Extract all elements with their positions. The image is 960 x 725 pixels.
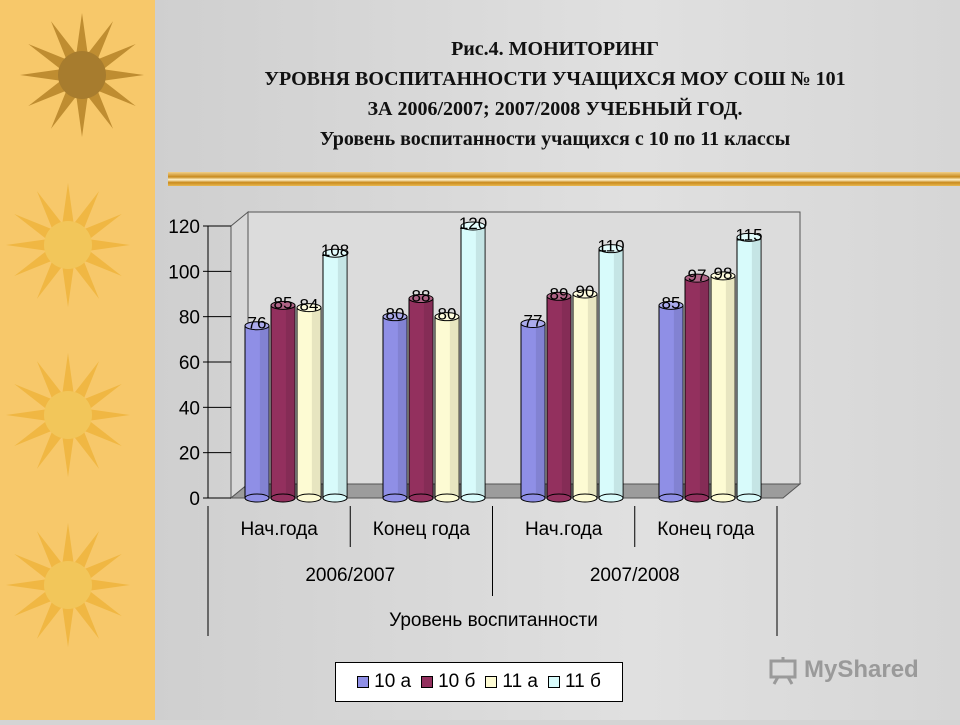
bar bbox=[572, 289, 598, 503]
y-tick-label: 100 bbox=[168, 262, 200, 283]
data-label: 120 bbox=[459, 214, 487, 233]
data-label: 84 bbox=[300, 296, 319, 315]
data-label: 115 bbox=[735, 225, 762, 244]
y-tick-label: 40 bbox=[179, 398, 200, 419]
bar bbox=[598, 244, 624, 503]
legend-swatch bbox=[357, 676, 370, 688]
y-tick-label: 80 bbox=[179, 308, 200, 329]
data-label: 85 bbox=[662, 293, 681, 312]
sun-icons bbox=[6, 13, 144, 647]
bar bbox=[382, 312, 408, 503]
bar bbox=[408, 294, 434, 503]
chart-legend: 10 а 10 б 11 а 11 б bbox=[335, 662, 623, 702]
bar bbox=[434, 312, 460, 503]
legend-item: 11 а bbox=[485, 671, 538, 693]
sun-icon bbox=[6, 183, 130, 307]
category-label: Конец года bbox=[373, 519, 471, 540]
y-tick-label: 120 bbox=[168, 217, 200, 238]
bar bbox=[520, 318, 546, 503]
gold-divider bbox=[168, 172, 960, 186]
sun-icon bbox=[6, 523, 130, 647]
title-line-2: УРОВНЯ ВОСПИТАННОСТИ УЧАЩИХСЯ МОУ СОШ № … bbox=[264, 68, 846, 90]
y-tick-label: 0 bbox=[189, 489, 200, 510]
bar bbox=[270, 300, 296, 503]
bar bbox=[658, 300, 684, 503]
legend-item: 10 б bbox=[421, 671, 475, 693]
legend-swatch bbox=[547, 676, 560, 688]
bar bbox=[736, 232, 762, 503]
bar bbox=[244, 321, 270, 503]
decorative-sun-strip bbox=[0, 0, 155, 720]
data-label: 77 bbox=[524, 311, 543, 330]
legend-swatch bbox=[421, 676, 434, 688]
data-label: 80 bbox=[386, 305, 405, 324]
data-label: 110 bbox=[597, 237, 624, 256]
legend-label: 11 а bbox=[502, 671, 538, 692]
slide-title: Рис.4. МОНИТОРИНГ УРОВНЯ ВОСПИТАННОСТИ У… bbox=[160, 34, 950, 154]
category-group-label: 2006/2007 bbox=[305, 565, 395, 586]
legend-label: 10 а bbox=[374, 671, 412, 692]
x-axis-label: Уровень воспитанности bbox=[389, 610, 598, 631]
bar bbox=[322, 248, 348, 503]
data-label: 76 bbox=[248, 314, 267, 333]
watermark-text: MyShared bbox=[804, 656, 919, 683]
category-label: Нач.года bbox=[240, 519, 318, 540]
legend-item: 10 а bbox=[357, 671, 411, 693]
legend-label: 10 б bbox=[438, 671, 476, 692]
data-label: 85 bbox=[274, 293, 293, 312]
data-label: 108 bbox=[321, 241, 349, 260]
category-label: Нач.года bbox=[525, 519, 603, 540]
category-group-label: 2007/2008 bbox=[590, 565, 680, 586]
data-label: 89 bbox=[550, 284, 569, 303]
bar bbox=[710, 271, 736, 503]
legend-label: 11 б bbox=[564, 671, 601, 692]
presentation-icon bbox=[769, 657, 797, 685]
bar bbox=[460, 221, 486, 503]
sun-icon bbox=[20, 13, 144, 137]
title-line-1: Рис.4. МОНИТОРИНГ bbox=[451, 38, 659, 60]
y-tick-label: 20 bbox=[179, 444, 200, 465]
title-subtitle: Уровень воспитанности учащихся с 10 по 1… bbox=[319, 128, 791, 150]
title-line-3: ЗА 2006/2007; 2007/2008 УЧЕБНЫЙ ГОД. bbox=[367, 98, 743, 120]
data-label: 90 bbox=[576, 282, 595, 301]
y-tick-label: 60 bbox=[179, 353, 200, 374]
bar bbox=[546, 291, 572, 503]
data-label: 80 bbox=[438, 305, 457, 324]
watermark: MyShared bbox=[768, 655, 919, 685]
bar bbox=[684, 273, 710, 503]
sun-icon bbox=[6, 353, 130, 477]
bar bbox=[296, 303, 322, 503]
data-label: 88 bbox=[412, 287, 431, 306]
legend-item: 11 б bbox=[547, 671, 601, 693]
data-label: 97 bbox=[688, 266, 707, 285]
data-label: 98 bbox=[714, 264, 733, 283]
legend-swatch bbox=[485, 676, 498, 688]
category-label: Конец года bbox=[657, 519, 755, 540]
